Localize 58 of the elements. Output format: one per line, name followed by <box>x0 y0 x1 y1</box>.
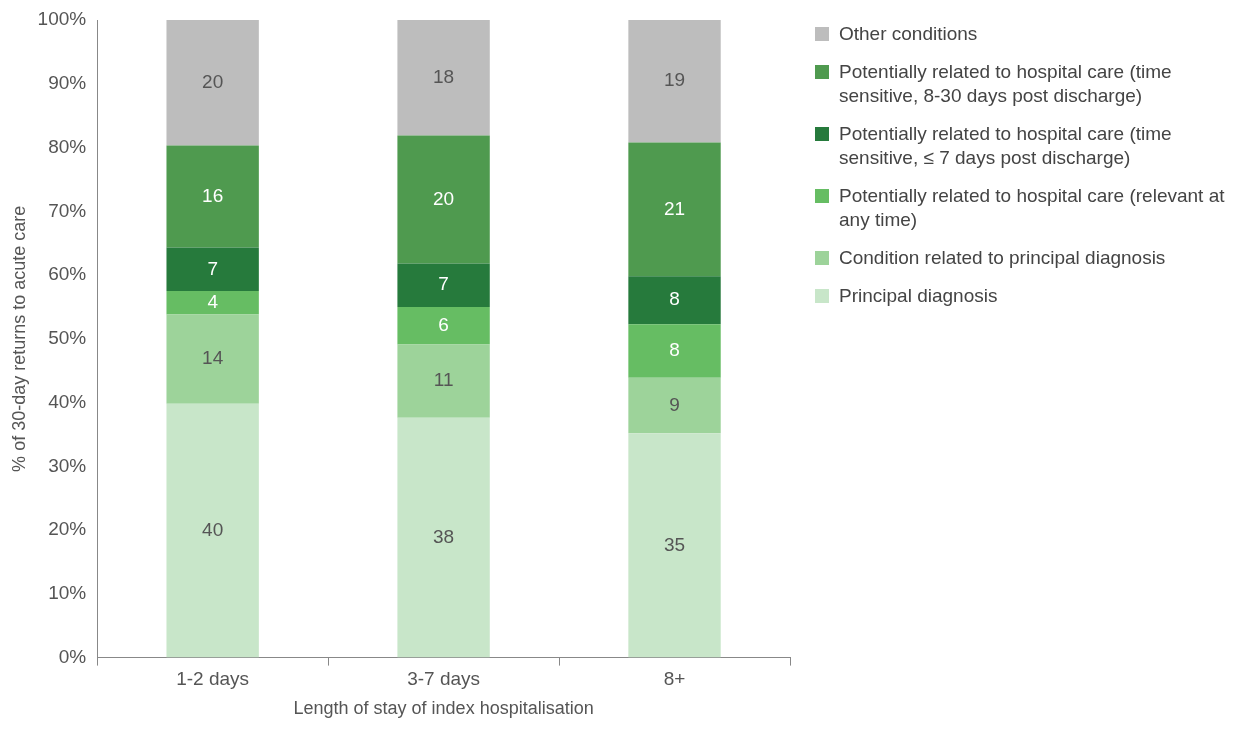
bar <box>166 403 259 658</box>
x-tick-label: 3-7 days <box>407 668 481 690</box>
y-tick-label: 30% <box>48 454 87 476</box>
y-tick-label: 100% <box>37 8 87 30</box>
bar <box>166 247 259 291</box>
y-tick-label: 80% <box>48 135 87 157</box>
bar <box>166 20 259 146</box>
x-tick-label: 8+ <box>663 668 686 690</box>
legend-label: Potentially related to hospital care (time sensitive, 8-30 days post discharge) <box>839 60 1173 108</box>
data-label: 18 <box>433 65 455 87</box>
data-label: 8 <box>669 288 680 310</box>
y-tick-label: 60% <box>48 263 87 285</box>
bar <box>628 433 721 658</box>
bar <box>628 20 721 143</box>
bar <box>397 263 490 307</box>
y-tick-label: 20% <box>48 518 87 540</box>
data-label: 11 <box>433 369 454 391</box>
y-tick-label: 50% <box>48 327 87 349</box>
legend-label: Principal diagnosis <box>839 284 998 308</box>
y-axis-title: % of 30-day returns to acute care <box>8 205 29 472</box>
data-label: 21 <box>663 197 686 219</box>
legend-label: Potentially related to hospital care (relevant at any time) <box>839 184 1226 232</box>
bar <box>628 324 721 378</box>
data-label: 35 <box>663 533 686 555</box>
data-label: 19 <box>663 69 686 91</box>
bar <box>166 290 259 315</box>
data-label: 6 <box>438 313 449 335</box>
y-tick-label: 70% <box>48 199 87 221</box>
bar <box>628 142 721 277</box>
legend-label: Condition related to principal diagnosis <box>839 246 1166 270</box>
data-label: 38 <box>433 525 455 547</box>
bar <box>397 417 490 658</box>
data-label: 4 <box>207 291 219 313</box>
data-label: 7 <box>207 257 218 279</box>
bar <box>397 344 490 418</box>
y-tick-label: 90% <box>48 71 87 93</box>
data-label: 14 <box>202 347 224 369</box>
bar <box>628 276 721 325</box>
data-label: 16 <box>202 184 224 206</box>
y-tick-label: 10% <box>48 582 87 604</box>
data-label: 7 <box>438 273 449 295</box>
data-label: 20 <box>202 71 224 93</box>
bar <box>166 314 259 404</box>
data-label: 40 <box>202 518 224 540</box>
legend-label: Potentially related to hospital care (time sensitive, ≤ 7 days post discharge) <box>839 122 1173 170</box>
data-label: 9 <box>669 393 680 415</box>
data-label: 8 <box>669 339 680 361</box>
x-tick-label: 1-2 days <box>176 668 250 690</box>
bar <box>628 377 721 434</box>
bar <box>397 135 490 264</box>
bar <box>397 20 490 136</box>
x-axis-title: Length of stay of index hospitalisation <box>293 698 594 719</box>
bar <box>166 145 259 248</box>
y-tick-label: 40% <box>48 390 87 412</box>
bar <box>397 306 490 345</box>
y-tick-label: 0% <box>58 645 87 667</box>
legend-label: Other conditions <box>839 22 978 46</box>
data-label: 20 <box>433 187 455 209</box>
